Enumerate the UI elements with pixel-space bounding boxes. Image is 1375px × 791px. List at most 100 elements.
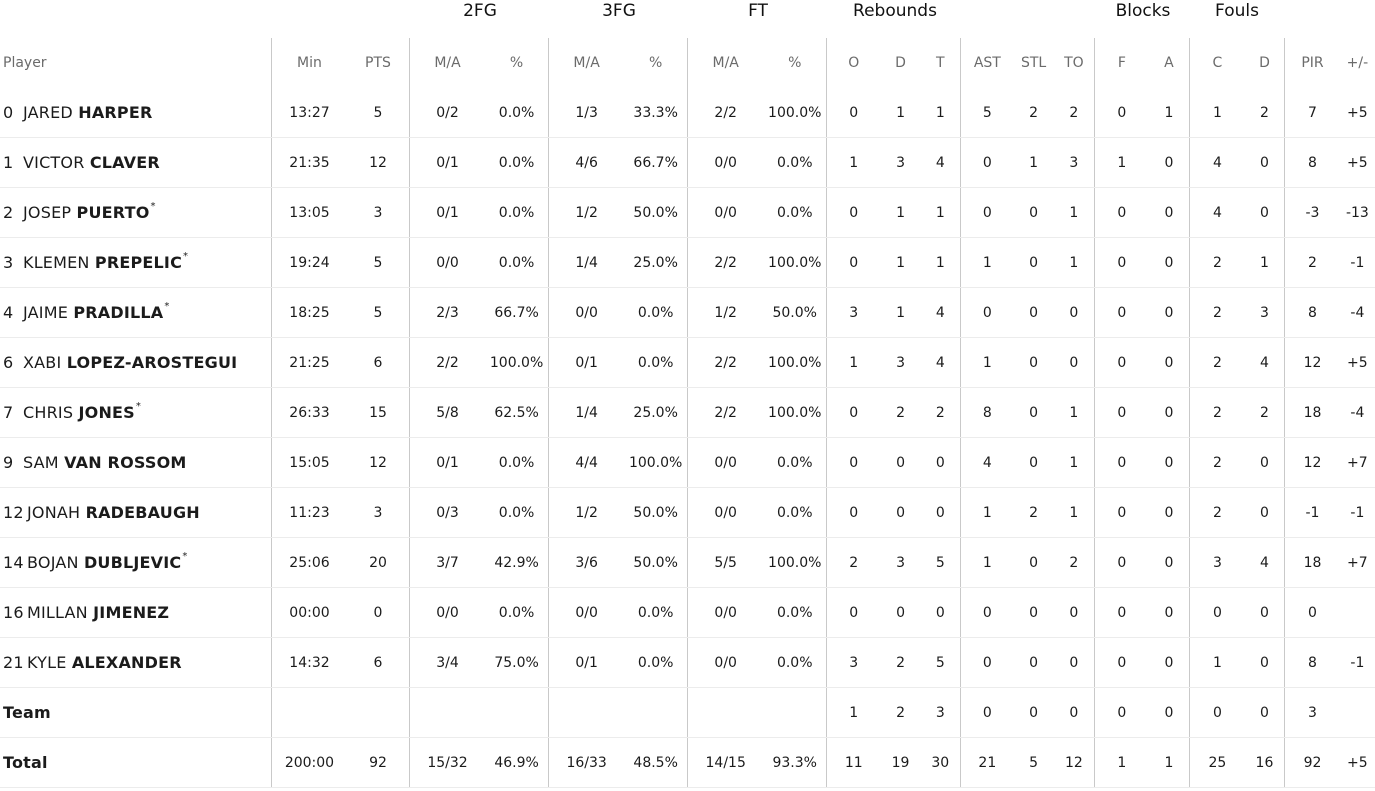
header-pts[interactable]: PTS xyxy=(365,55,391,71)
stat-pts: 12 xyxy=(347,437,410,488)
player-name-cell[interactable]: 16 MILLAN JIMENEZ xyxy=(0,587,272,638)
player-name-cell[interactable]: 3 KLEMEN PREPELIC* xyxy=(0,237,272,288)
header-2fg-made-attempted[interactable]: M/A xyxy=(408,38,486,88)
player-name-cell[interactable]: 12 JONAH RADEBAUGH xyxy=(0,487,272,538)
stat-pts: 6 xyxy=(347,637,410,688)
stat-pir: 12 xyxy=(1284,437,1340,488)
player-last-name: PUERTO xyxy=(76,203,150,222)
stat-fouls-drawn: 2 xyxy=(1244,88,1285,138)
header-player[interactable]: Player xyxy=(3,55,47,71)
stat-total-rebounds: 0 xyxy=(920,487,961,538)
player-first-name: JAIME xyxy=(23,303,69,322)
stat-3fg-made-attempted: 0/0 xyxy=(547,287,625,338)
stat-3fg-pct: 100.0% xyxy=(624,437,688,488)
stat-pts: 15 xyxy=(347,387,410,438)
stat-ft-made-attempted: 0/0 xyxy=(686,587,764,638)
stat-3fg-pct: 0.0% xyxy=(624,337,688,388)
header-3fg-pct[interactable]: % xyxy=(649,55,663,71)
header-total-rebounds[interactable]: T xyxy=(936,55,945,71)
player-name-cell[interactable]: 1 VICTOR CLAVER xyxy=(0,137,272,188)
stat-pir: 8 xyxy=(1284,637,1340,688)
stat-fouls-drawn: 4 xyxy=(1244,337,1285,388)
stat-plus-minus xyxy=(1339,587,1375,638)
player-name-cell[interactable]: 9 SAM VAN ROSSOM xyxy=(0,437,272,488)
header-fouls-committed[interactable]: C xyxy=(1189,38,1245,88)
stat-blocks-against: 0 xyxy=(1148,537,1190,588)
header-blocks-against[interactable]: A xyxy=(1164,55,1174,71)
header-assists[interactable]: AST xyxy=(960,38,1014,88)
stat-ft-pct: 0.0% xyxy=(763,187,827,238)
stat-fouls-committed: 2 xyxy=(1189,487,1245,538)
header-min[interactable]: Min xyxy=(270,38,348,88)
stat-2fg-made-attempted: 3/7 xyxy=(408,537,486,588)
stat-3fg-pct: 25.0% xyxy=(624,237,688,288)
header-ft-pct[interactable]: % xyxy=(788,55,802,71)
header-offensive-rebounds[interactable]: O xyxy=(825,38,881,88)
stat-min: 14:32 xyxy=(270,637,348,688)
player-name-cell[interactable]: 6 XABI LOPEZ-AROSTEGUI xyxy=(0,337,272,388)
stat-pts: 5 xyxy=(347,287,410,338)
stat-fouls-drawn: 0 xyxy=(1244,487,1285,538)
jersey-number: 9 xyxy=(3,453,14,472)
header-fouls-drawn[interactable]: D xyxy=(1259,55,1270,71)
stat-2fg-made-attempted: 0/1 xyxy=(408,137,486,188)
stat-total-rebounds: 0 xyxy=(920,587,961,638)
player-row: 9 SAM VAN ROSSOM 15:05 12 0/1 0.0% 4/4 100.0% 0/… xyxy=(0,437,1375,488)
stat-3fg-made-attempted: 1/4 xyxy=(547,237,625,288)
stat-2fg-made-attempted: 0/3 xyxy=(408,487,486,538)
header-blocks-favor[interactable]: F xyxy=(1094,38,1149,88)
stat-defensive-rebounds: 2 xyxy=(880,387,921,438)
player-row: 0 JARED HARPER 13:27 5 0/2 0.0% 1/3 33.3% 2/2 100… xyxy=(0,88,1375,138)
stat-ft-made-attempted: 2/2 xyxy=(686,88,764,138)
header-plus-minus[interactable]: +/- xyxy=(1346,55,1369,71)
stat-steals: 0 xyxy=(1013,437,1054,488)
stat-min: 26:33 xyxy=(270,387,348,438)
stat-blocks-against: 1 xyxy=(1148,737,1190,788)
player-name-cell[interactable]: 4 JAIME PRADILLA* xyxy=(0,287,272,338)
header-3fg-made-attempted[interactable]: M/A xyxy=(547,38,625,88)
stat-fouls-drawn: 0 xyxy=(1244,587,1285,638)
stat-3fg-made-attempted: 1/2 xyxy=(547,487,625,538)
stat-steals: 0 xyxy=(1013,237,1054,288)
stat-3fg-pct: 0.0% xyxy=(624,287,688,338)
stat-ft-pct: 0.0% xyxy=(763,437,827,488)
player-name-cell[interactable]: 7 CHRIS JONES* xyxy=(0,387,272,438)
player-name-cell[interactable]: 0 JARED HARPER xyxy=(0,88,272,138)
stat-plus-minus: +5 xyxy=(1339,137,1375,188)
header-defensive-rebounds[interactable]: D xyxy=(895,55,906,71)
player-name-cell[interactable]: 14 BOJAN DUBLJEVIC* xyxy=(0,537,272,588)
stat-3fg-made-attempted: 0/0 xyxy=(547,587,625,638)
stat-defensive-rebounds: 2 xyxy=(880,637,921,688)
stat-steals: 0 xyxy=(1013,287,1054,338)
player-name-cell[interactable]: 2 JOSEP PUERTO* xyxy=(0,187,272,238)
stat-fouls-drawn: 0 xyxy=(1244,637,1285,688)
stat-pts: 6 xyxy=(347,337,410,388)
stat-pir: -1 xyxy=(1284,487,1340,538)
stat-3fg-made-attempted: 4/4 xyxy=(547,437,625,488)
total-row-label: Total xyxy=(0,737,272,788)
stat-blocks-favor: 1 xyxy=(1094,137,1149,188)
stat-ft-pct xyxy=(763,687,827,738)
header-steals[interactable]: STL xyxy=(1020,55,1047,71)
player-last-name: DUBLJEVIC xyxy=(83,553,182,572)
stat-assists: 0 xyxy=(960,137,1014,188)
stat-steals: 0 xyxy=(1013,537,1054,588)
stat-steals: 5 xyxy=(1013,737,1054,788)
header-2fg-pct[interactable]: % xyxy=(509,55,524,71)
header-turnovers[interactable]: TO xyxy=(1064,55,1084,71)
header-ft-made-attempted[interactable]: M/A xyxy=(686,38,764,88)
stat-3fg-pct: 50.0% xyxy=(624,487,688,538)
stat-ft-pct: 0.0% xyxy=(763,137,827,188)
stat-min: 19:24 xyxy=(270,237,348,288)
stat-fouls-drawn: 1 xyxy=(1244,237,1285,288)
stat-defensive-rebounds: 3 xyxy=(880,537,921,588)
player-first-name: JONAH xyxy=(27,503,81,522)
stat-3fg-pct: 48.5% xyxy=(624,737,688,788)
stat-plus-minus: +7 xyxy=(1339,437,1375,488)
total-row: Total 200:00 92 15/32 46.9% 16/33 48.5% 14/15 93… xyxy=(0,737,1375,788)
player-name-cell[interactable]: 21 KYLE ALEXANDER xyxy=(0,637,272,688)
stat-2fg-pct: 0.0% xyxy=(485,187,549,238)
stat-steals: 0 xyxy=(1013,337,1054,388)
stat-steals: 2 xyxy=(1013,88,1054,138)
header-pir[interactable]: PIR xyxy=(1284,38,1340,88)
